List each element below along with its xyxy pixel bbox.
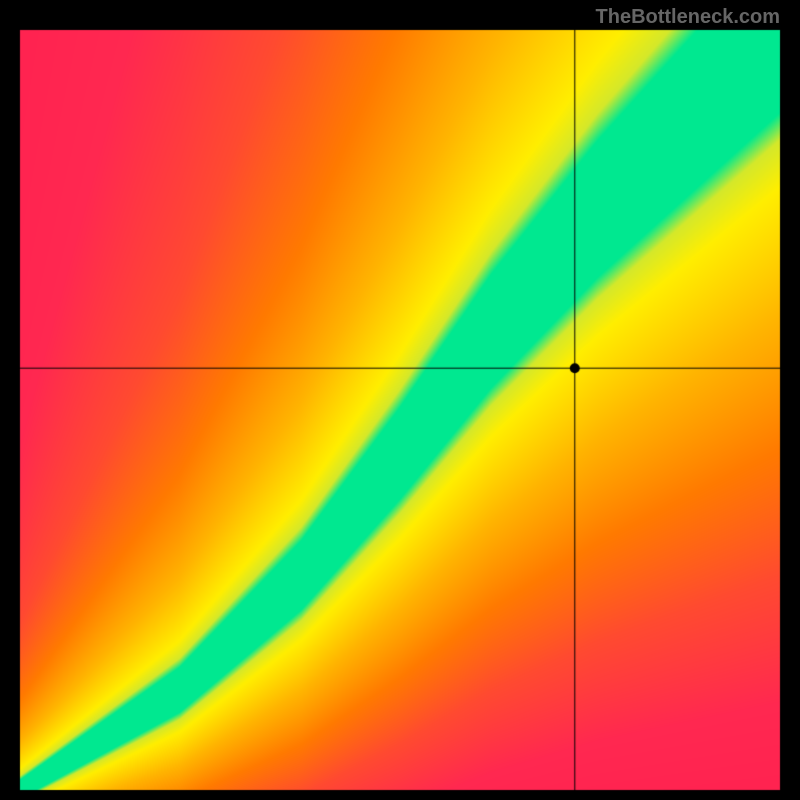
heatmap-canvas — [0, 0, 800, 800]
watermark-text: TheBottleneck.com — [596, 6, 780, 29]
bottleneck-heatmap: TheBottleneck.com — [0, 0, 800, 800]
